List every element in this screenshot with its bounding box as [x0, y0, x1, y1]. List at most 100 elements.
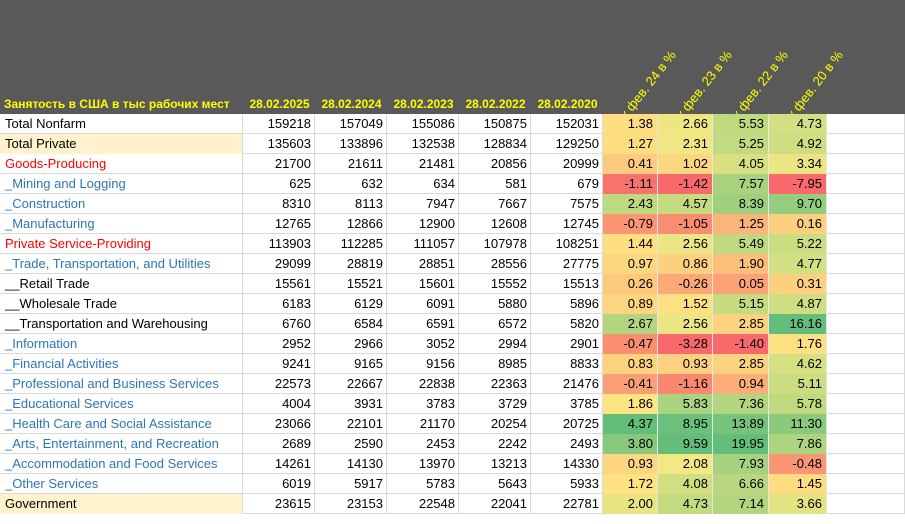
- row-label: _Accommodation and Food Services: [0, 454, 243, 474]
- percent-change-cell: 0.41: [603, 154, 658, 174]
- percent-change-cell: -0.48: [769, 454, 827, 474]
- value-cell: 2689: [243, 434, 315, 454]
- value-cell: 12745: [531, 214, 603, 234]
- row-label: _Professional and Business Services: [0, 374, 243, 394]
- empty-cell: [827, 154, 905, 174]
- percent-change-cell: 2.85: [713, 314, 769, 334]
- value-cell: 150875: [459, 114, 531, 134]
- value-cell: 2952: [243, 334, 315, 354]
- value-cell: 6572: [459, 314, 531, 334]
- table-row: Total Private 135603 133896 132538 128834 129…: [0, 134, 905, 154]
- empty-cell: [827, 494, 905, 514]
- row-label: __Wholesale Trade: [0, 294, 243, 314]
- percent-change-cell: 2.66: [658, 114, 713, 134]
- value-cell: 9241: [243, 354, 315, 374]
- value-cell: 9165: [315, 354, 387, 374]
- percent-change-cell: 0.86: [658, 254, 713, 274]
- value-cell: 6129: [315, 294, 387, 314]
- table-row: Goods-Producing 21700 21611 21481 20856 20999…: [0, 154, 905, 174]
- value-cell: 23066: [243, 414, 315, 434]
- value-cell: 22838: [387, 374, 459, 394]
- empty-cell: [827, 414, 905, 434]
- row-label: _Mining and Logging: [0, 174, 243, 194]
- value-cell: 3729: [459, 394, 531, 414]
- percent-change-cell: 3.34: [769, 154, 827, 174]
- row-label: Goods-Producing: [0, 154, 243, 174]
- percent-change-cell: 2.08: [658, 454, 713, 474]
- percent-change-cell: 2.56: [658, 234, 713, 254]
- percent-change-cell: 11.30: [769, 414, 827, 434]
- value-cell: 625: [243, 174, 315, 194]
- percent-change-cell: 2.43: [603, 194, 658, 214]
- row-label: _Trade, Transportation, and Utilities: [0, 254, 243, 274]
- table-row: Government 23615 23153 22548 22041 22781 2.00 4…: [0, 494, 905, 514]
- percent-change-cell: 16.16: [769, 314, 827, 334]
- col-header-2025: 28.02.2025: [249, 97, 310, 111]
- row-label: _Construction: [0, 194, 243, 214]
- value-cell: 5783: [387, 474, 459, 494]
- value-cell: 7667: [459, 194, 531, 214]
- empty-cell: [827, 214, 905, 234]
- value-cell: 159218: [243, 114, 315, 134]
- empty-cell: [827, 454, 905, 474]
- value-cell: 12765: [243, 214, 315, 234]
- empty-cell: [827, 254, 905, 274]
- percent-change-cell: 1.27: [603, 134, 658, 154]
- percent-change-cell: 5.78: [769, 394, 827, 414]
- col-header-2023: 28.02.2023: [393, 97, 454, 111]
- percent-change-cell: 2.31: [658, 134, 713, 154]
- empty-cell: [827, 134, 905, 154]
- row-label: _Financial Activities: [0, 354, 243, 374]
- percent-change-cell: 2.00: [603, 494, 658, 514]
- col-header-2020: 28.02.2020: [537, 97, 598, 111]
- value-cell: 22573: [243, 374, 315, 394]
- percent-change-cell: -0.79: [603, 214, 658, 234]
- value-cell: 23615: [243, 494, 315, 514]
- value-cell: 22041: [459, 494, 531, 514]
- percent-change-cell: 4.73: [658, 494, 713, 514]
- table-row: _Mining and Logging 625 632 634 581 679 -1.11-…: [0, 174, 905, 194]
- percent-change-cell: 1.02: [658, 154, 713, 174]
- percent-change-cell: 19.95: [713, 434, 769, 454]
- percent-change-cell: 4.08: [658, 474, 713, 494]
- percent-change-cell: 3.66: [769, 494, 827, 514]
- value-cell: 133896: [315, 134, 387, 154]
- percent-change-cell: 1.90: [713, 254, 769, 274]
- value-cell: 5896: [531, 294, 603, 314]
- empty-cell: [827, 334, 905, 354]
- percent-change-cell: 4.05: [713, 154, 769, 174]
- empty-cell: [827, 294, 905, 314]
- table-row: Private Service-Providing 113903 112285 111…: [0, 234, 905, 254]
- percent-change-cell: 9.70: [769, 194, 827, 214]
- percent-change-cell: 2.56: [658, 314, 713, 334]
- value-cell: 21476: [531, 374, 603, 394]
- value-cell: 3783: [387, 394, 459, 414]
- percent-change-cell: 5.22: [769, 234, 827, 254]
- empty-cell: [827, 314, 905, 334]
- percent-change-cell: 5.53: [713, 114, 769, 134]
- row-label: _Arts, Entertainment, and Recreation: [0, 434, 243, 454]
- percent-change-cell: 7.14: [713, 494, 769, 514]
- empty-cell: [827, 394, 905, 414]
- empty-cell: [827, 474, 905, 494]
- table-row: _Educational Services 4004 3931 3783 3729 378…: [0, 394, 905, 414]
- value-cell: 3785: [531, 394, 603, 414]
- pct-header-feb23: к фев. 23 в %: [673, 47, 736, 122]
- percent-change-cell: 13.89: [713, 414, 769, 434]
- percent-change-cell: 0.97: [603, 254, 658, 274]
- empty-cell: [827, 434, 905, 454]
- row-label: _Educational Services: [0, 394, 243, 414]
- percent-change-cell: -1.42: [658, 174, 713, 194]
- table-row: _Health Care and Social Assistance 23066 2…: [0, 414, 905, 434]
- value-cell: 15513: [531, 274, 603, 294]
- value-cell: 5820: [531, 314, 603, 334]
- value-cell: 157049: [315, 114, 387, 134]
- percent-change-cell: 4.57: [658, 194, 713, 214]
- value-cell: 8310: [243, 194, 315, 214]
- value-cell: 14261: [243, 454, 315, 474]
- value-cell: 6760: [243, 314, 315, 334]
- value-cell: 22781: [531, 494, 603, 514]
- table-row: __Transportation and Warehousing 6760 6584…: [0, 314, 905, 334]
- value-cell: 6591: [387, 314, 459, 334]
- value-cell: 581: [459, 174, 531, 194]
